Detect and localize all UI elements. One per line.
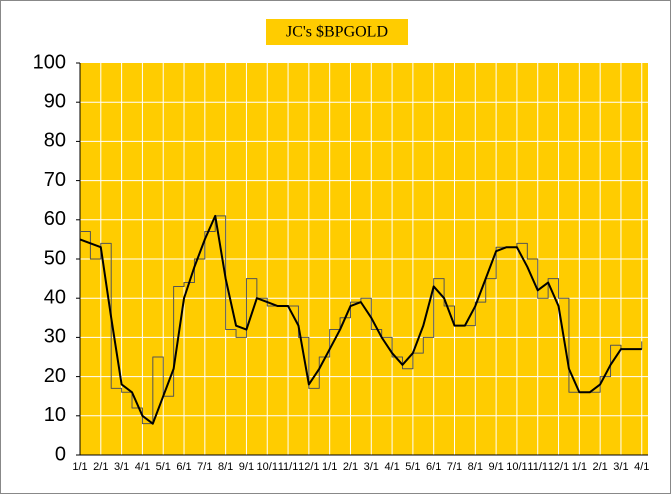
x-tick-label: 6/1	[176, 461, 191, 473]
y-tick-label: 50	[44, 247, 66, 269]
chart-title: JC's $BPGOLD	[286, 24, 388, 41]
series-line	[79, 214, 642, 425]
x-tick-label: 1/1	[72, 461, 87, 473]
y-tick-label: 60	[44, 208, 66, 230]
x-tick-label: 11/1	[278, 461, 299, 473]
title-box	[266, 19, 408, 45]
x-tick-label: 5/1	[405, 461, 420, 473]
y-tick-label: 100	[33, 51, 66, 73]
x-tick-label: 1/1	[322, 461, 337, 473]
x-tick-label: 3/1	[613, 461, 628, 473]
x-tick-label: 2/1	[592, 461, 607, 473]
x-tick-label: 3/1	[364, 461, 379, 473]
y-tick-label: 70	[44, 169, 66, 191]
series-line	[80, 215, 643, 425]
y-tick-label: 10	[44, 404, 66, 426]
x-tick-label: 2/1	[93, 461, 108, 473]
x-tick-label: 12/1	[548, 461, 569, 473]
x-tick-label: 8/1	[218, 461, 233, 473]
y-tick-label: 40	[44, 286, 66, 308]
x-tick-label: 3/1	[114, 461, 129, 473]
x-tick-label: 12/1	[298, 461, 319, 473]
x-tick-label: 1/1	[572, 461, 587, 473]
x-tick-label: 10/1	[257, 461, 278, 473]
x-tick-label: 2/1	[343, 461, 358, 473]
x-tick-label: 11/1	[527, 461, 548, 473]
x-tick-label: 4/1	[384, 461, 399, 473]
x-tick-label: 9/1	[239, 461, 254, 473]
x-tick-label: 9/1	[488, 461, 503, 473]
x-tick-label: 7/1	[197, 461, 212, 473]
x-tick-label: 7/1	[447, 461, 462, 473]
x-tick-label: 8/1	[468, 461, 483, 473]
y-tick-label: 90	[44, 90, 66, 112]
x-tick-label: 6/1	[426, 461, 441, 473]
x-tick-label: 4/1	[634, 461, 649, 473]
y-tick-label: 20	[44, 365, 66, 387]
y-tick-label: 30	[44, 326, 66, 348]
x-tick-label: 4/1	[135, 461, 150, 473]
x-tick-label: 10/1	[506, 461, 527, 473]
y-tick-label: 80	[44, 130, 66, 152]
y-tick-label: 0	[55, 443, 66, 465]
x-tick-label: 5/1	[156, 461, 171, 473]
